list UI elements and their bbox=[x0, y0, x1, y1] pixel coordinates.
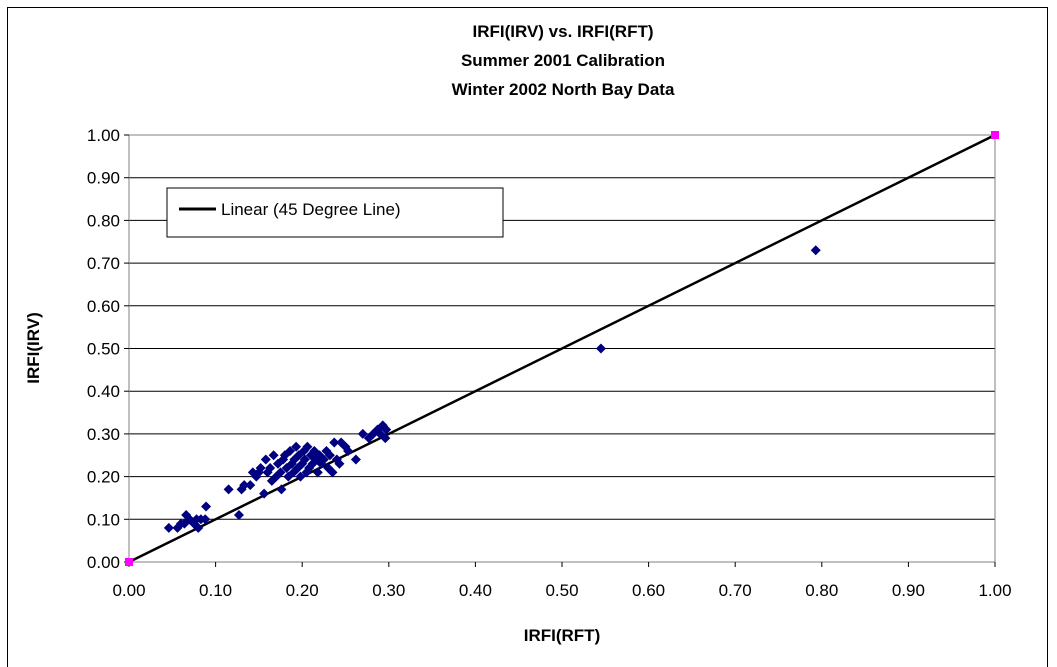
y-tick-label: 0.10 bbox=[87, 510, 120, 529]
data-point-diamond bbox=[810, 245, 821, 256]
data-point-diamond bbox=[239, 480, 250, 491]
x-tick-label: 0.10 bbox=[199, 581, 232, 600]
chart-title-line-1: IRFI(IRV) vs. IRFI(RFT) bbox=[472, 22, 653, 41]
x-tick-label: 0.50 bbox=[545, 581, 578, 600]
data-point-diamond bbox=[327, 467, 338, 478]
y-tick-label: 0.90 bbox=[87, 169, 120, 188]
data-point-diamond bbox=[268, 450, 279, 461]
x-tick-label: 1.00 bbox=[978, 581, 1011, 600]
data-point-diamond bbox=[200, 514, 211, 525]
data-point-diamond bbox=[223, 484, 234, 495]
data-point-diamond bbox=[291, 441, 302, 452]
data-point-diamond bbox=[381, 424, 392, 435]
data-point-square bbox=[125, 558, 133, 566]
x-tick-label: 0.60 bbox=[632, 581, 665, 600]
trendline-45-degree bbox=[128, 133, 996, 564]
y-tick-label: 0.80 bbox=[87, 211, 120, 230]
data-point-diamond bbox=[255, 463, 266, 474]
x-tick-label: 0.40 bbox=[459, 581, 492, 600]
data-point-diamond bbox=[312, 467, 323, 478]
data-point-diamond bbox=[193, 522, 204, 533]
data-point-diamond bbox=[247, 467, 258, 478]
y-tick-label: 0.20 bbox=[87, 468, 120, 487]
y-tick-label: 0.40 bbox=[87, 382, 120, 401]
legend-box bbox=[166, 187, 504, 238]
x-tick-label: 0.30 bbox=[372, 581, 405, 600]
chart-frame bbox=[7, 7, 1048, 667]
data-point-diamond bbox=[357, 428, 368, 439]
data-point-diamond bbox=[275, 467, 286, 478]
data-point-diamond bbox=[318, 454, 329, 465]
y-tick-label: 1.00 bbox=[87, 126, 120, 145]
y-axis-title: IRFI(IRV) bbox=[24, 312, 43, 383]
x-tick-label: 0.20 bbox=[286, 581, 319, 600]
data-point-diamond bbox=[595, 343, 606, 354]
data-point-diamond bbox=[276, 484, 287, 495]
data-point-diamond bbox=[380, 433, 391, 444]
data-point-diamond bbox=[295, 471, 306, 482]
data-point-diamond bbox=[302, 441, 313, 452]
y-tick-label: 0.50 bbox=[87, 340, 120, 359]
data-point-diamond bbox=[245, 480, 256, 491]
chart-title-line-3: Winter 2002 North Bay Data bbox=[452, 80, 675, 99]
x-tick-label: 0.90 bbox=[892, 581, 925, 600]
data-point-diamond bbox=[334, 458, 345, 469]
x-tick-label: 0.70 bbox=[719, 581, 752, 600]
series-layer bbox=[125, 131, 999, 566]
x-axis-ticks: 0.00 0.10 0.20 0.30 0.40 0.50 0.60 0.70 0.80 0.90… bbox=[112, 562, 1012, 600]
data-point-diamond bbox=[201, 501, 212, 512]
data-point-diamond bbox=[285, 445, 296, 456]
legend: Linear (45 Degree Line) bbox=[166, 187, 504, 238]
data-point-diamond bbox=[259, 488, 270, 499]
y-axis-ticks: 0.00 0.10 0.20 0.30 0.40 0.50 0.60 0.70 0.80 0.90… bbox=[87, 126, 129, 572]
y-tick-label: 0.30 bbox=[87, 425, 120, 444]
y-tick-label: 0.60 bbox=[87, 297, 120, 316]
data-point-diamond bbox=[260, 454, 271, 465]
data-point-diamond bbox=[343, 445, 354, 456]
data-point-diamond bbox=[350, 454, 361, 465]
x-tick-label: 0.80 bbox=[805, 581, 838, 600]
y-tick-label: 0.00 bbox=[87, 553, 120, 572]
data-point-diamond bbox=[265, 463, 276, 474]
legend-label: Linear (45 Degree Line) bbox=[221, 200, 401, 219]
data-point-diamond bbox=[299, 454, 310, 465]
data-point-diamond bbox=[324, 450, 335, 461]
y-tick-label: 0.70 bbox=[87, 254, 120, 273]
data-point-square bbox=[991, 131, 999, 139]
data-point-diamond bbox=[233, 510, 244, 521]
data-point-diamond bbox=[163, 522, 174, 533]
data-point-diamond bbox=[329, 437, 340, 448]
x-axis-title: IRFI(RFT) bbox=[524, 626, 600, 645]
x-tick-label: 0.00 bbox=[112, 581, 145, 600]
chart-title-line-2: Summer 2001 Calibration bbox=[461, 51, 665, 70]
